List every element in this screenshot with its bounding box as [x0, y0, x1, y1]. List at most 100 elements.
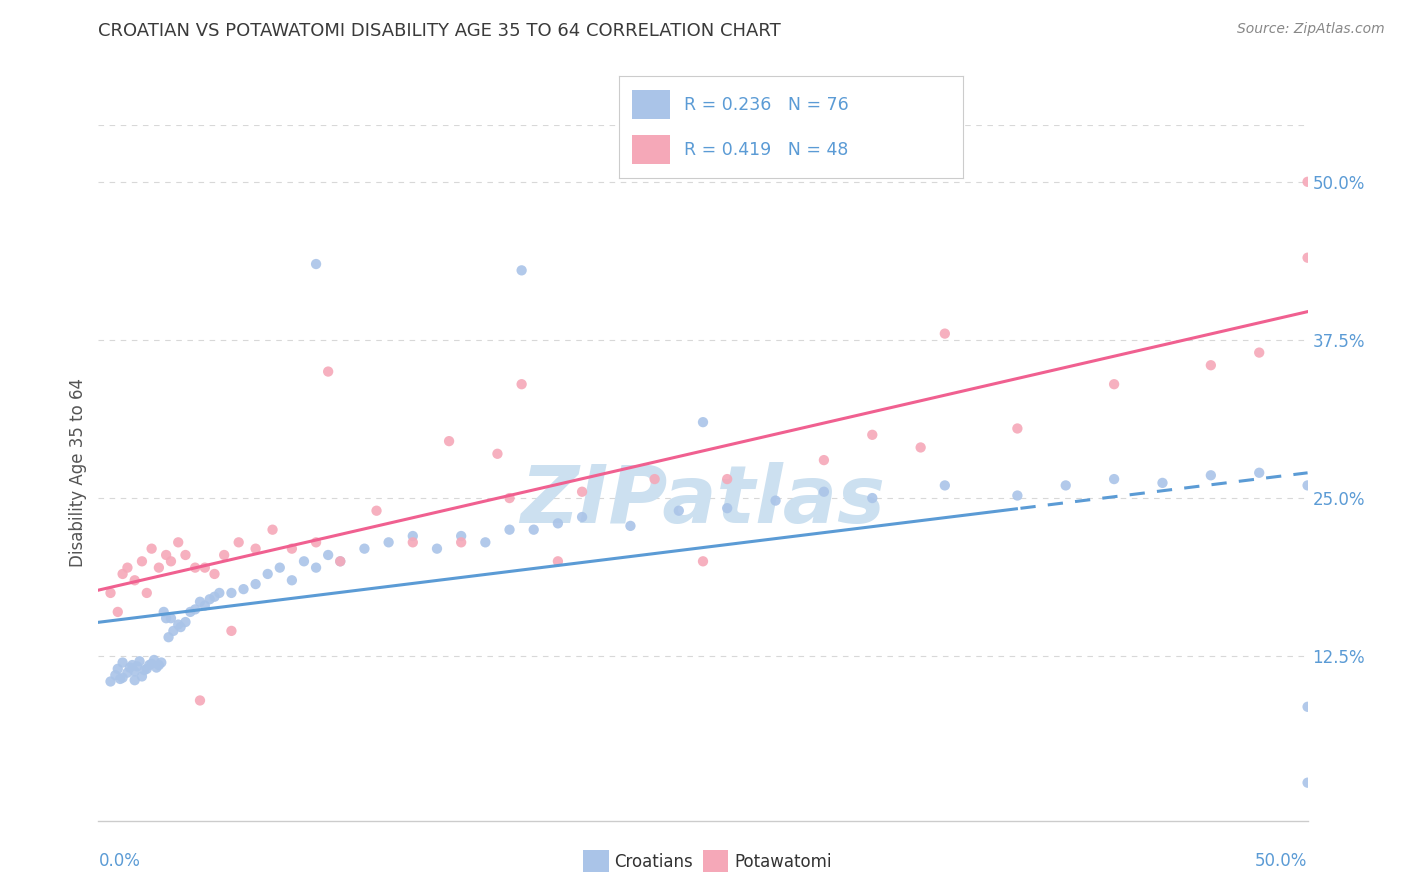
Point — [498, 523, 520, 537]
Point — [316, 548, 339, 562]
Point — [245, 541, 267, 556]
Point — [486, 447, 509, 461]
Text: R = 0.419   N = 48: R = 0.419 N = 48 — [685, 141, 848, 159]
Point — [124, 673, 146, 688]
Point — [402, 529, 425, 543]
Point — [204, 566, 226, 581]
Point — [221, 586, 243, 600]
Y-axis label: Disability Age 35 to 64: Disability Age 35 to 64 — [69, 378, 87, 567]
Point — [162, 624, 184, 638]
Point — [619, 519, 641, 533]
Point — [232, 582, 254, 596]
Point — [167, 617, 190, 632]
Point — [450, 535, 472, 549]
Point — [450, 529, 472, 543]
Text: ZIPatlas: ZIPatlas — [520, 461, 886, 540]
Point — [523, 523, 546, 537]
Point — [1296, 775, 1319, 789]
Point — [1007, 421, 1029, 435]
Point — [437, 434, 460, 449]
Text: Croatians: Croatians — [614, 853, 693, 871]
Point — [204, 590, 226, 604]
Point — [143, 653, 166, 667]
Text: Source: ZipAtlas.com: Source: ZipAtlas.com — [1237, 22, 1385, 37]
Point — [716, 501, 738, 516]
Point — [510, 263, 533, 277]
Point — [104, 668, 127, 682]
Point — [131, 669, 153, 683]
Point — [269, 560, 291, 574]
Text: Potawatomi: Potawatomi — [734, 853, 831, 871]
Point — [692, 415, 714, 429]
Text: CROATIAN VS POTAWATOMI DISABILITY AGE 35 TO 64 CORRELATION CHART: CROATIAN VS POTAWATOMI DISABILITY AGE 35… — [98, 22, 782, 40]
Point — [644, 472, 666, 486]
Point — [1102, 472, 1125, 486]
Point — [329, 554, 352, 568]
Point — [188, 595, 211, 609]
Point — [1007, 489, 1029, 503]
Point — [474, 535, 496, 549]
Point — [1296, 478, 1319, 492]
Point — [135, 662, 157, 676]
Point — [1296, 699, 1319, 714]
Point — [117, 560, 139, 574]
Point — [1102, 377, 1125, 392]
Point — [1199, 468, 1222, 483]
Point — [571, 484, 593, 499]
Point — [117, 665, 139, 680]
Point — [316, 365, 339, 379]
Point — [174, 615, 197, 629]
Point — [262, 523, 284, 537]
Point — [148, 560, 170, 574]
Point — [1296, 251, 1319, 265]
Point — [281, 541, 304, 556]
Point — [107, 662, 129, 676]
Point — [141, 657, 163, 671]
Point — [366, 504, 388, 518]
Point — [188, 693, 211, 707]
Point — [155, 611, 177, 625]
Point — [228, 535, 250, 549]
Point — [547, 516, 569, 531]
Point — [152, 605, 174, 619]
Point — [305, 535, 328, 549]
Point — [305, 257, 328, 271]
Point — [124, 574, 146, 588]
Point — [134, 663, 156, 677]
Point — [934, 326, 956, 341]
Point — [860, 427, 883, 442]
Point — [1249, 466, 1271, 480]
Point — [138, 658, 160, 673]
Point — [160, 554, 183, 568]
Point — [353, 541, 375, 556]
Point — [245, 577, 267, 591]
Point — [148, 658, 170, 673]
Point — [111, 671, 134, 685]
Point — [571, 510, 593, 524]
Point — [1152, 475, 1174, 490]
Point — [145, 660, 167, 674]
Point — [184, 560, 207, 574]
Point — [292, 554, 315, 568]
Point — [150, 656, 173, 670]
Point — [194, 560, 217, 574]
Point — [547, 554, 569, 568]
Point — [765, 493, 787, 508]
Point — [111, 566, 134, 581]
Point — [128, 654, 150, 668]
Point — [160, 611, 183, 625]
Point — [426, 541, 449, 556]
Point — [305, 560, 328, 574]
Point — [668, 504, 690, 518]
Point — [402, 535, 425, 549]
Bar — [633, 136, 671, 164]
Point — [256, 566, 278, 581]
Point — [910, 441, 932, 455]
Point — [174, 548, 197, 562]
Point — [377, 535, 399, 549]
Point — [184, 602, 207, 616]
Point — [169, 620, 191, 634]
Point — [329, 554, 352, 568]
Point — [198, 592, 221, 607]
Point — [498, 491, 520, 505]
